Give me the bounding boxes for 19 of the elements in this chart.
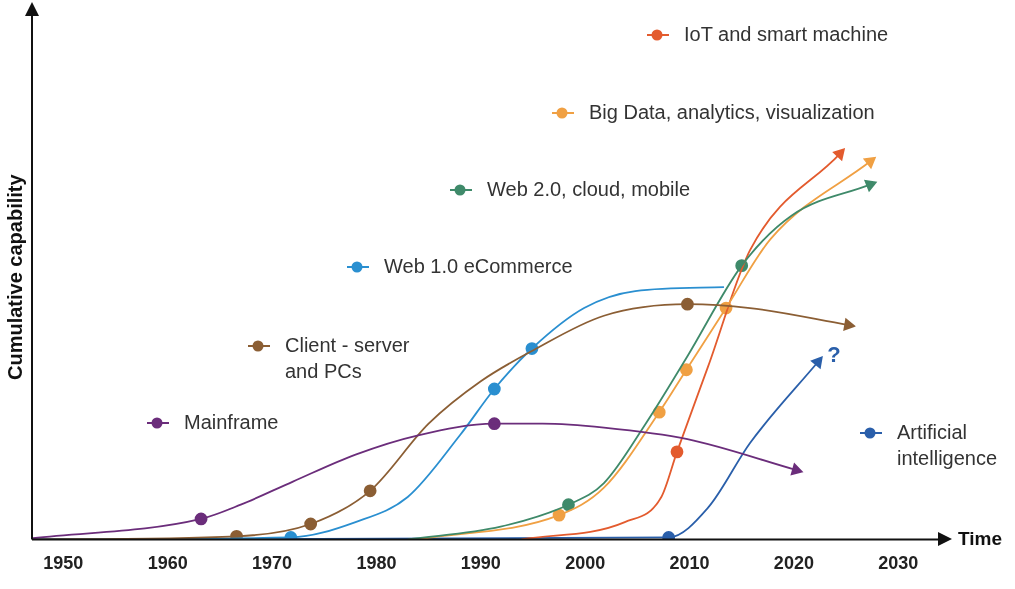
- legend-label: Artificial intelligence: [897, 420, 998, 469]
- x-tick-label: 2030: [878, 553, 919, 574]
- x-tick-label: 2010: [669, 553, 710, 574]
- legend-label: Web 2.0, cloud, mobile: [487, 177, 691, 200]
- x-tick-label: 2000: [565, 553, 606, 574]
- legend-label: Client - server and PCs: [285, 333, 410, 382]
- x-tick-label: 1960: [147, 553, 188, 574]
- x-tick-label: 1990: [460, 553, 501, 574]
- x-tick-label: 1980: [356, 553, 397, 574]
- legend-label: Mainframe: [184, 410, 279, 433]
- annotation: ?: [827, 342, 841, 368]
- x-tick-label: 1970: [252, 553, 293, 574]
- y-axis-title: Cumulative capability: [3, 173, 26, 381]
- legend-label: IoT and smart machine: [684, 22, 889, 45]
- legend-label: Web 1.0 eCommerce: [384, 254, 573, 277]
- x-axis-title: Time: [958, 527, 1003, 549]
- legend-label: Big Data, analytics, visualization: [589, 100, 875, 123]
- x-tick-label: 1950: [43, 553, 84, 574]
- x-tick-label: 2020: [773, 553, 814, 574]
